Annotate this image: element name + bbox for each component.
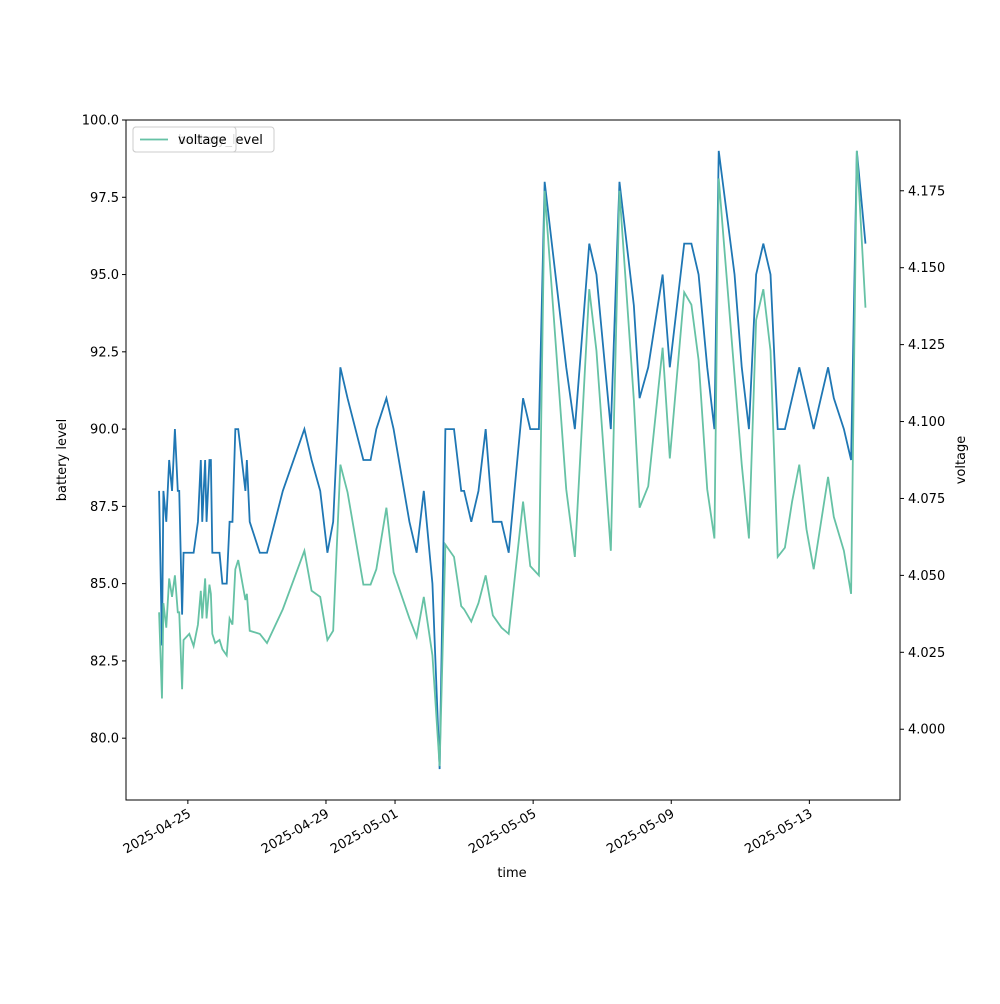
y-tick-label: 90.0 bbox=[90, 423, 119, 438]
y-tick-label: 85.0 bbox=[90, 577, 119, 592]
legend-box bbox=[132, 126, 237, 153]
x-tick-label: 2025-05-13 bbox=[742, 806, 815, 857]
x-tick-label: 2025-04-29 bbox=[259, 806, 332, 857]
y-tick-label: 92.5 bbox=[90, 345, 119, 360]
x-tick-label: 2025-05-09 bbox=[604, 806, 677, 857]
series-line bbox=[158, 150, 867, 770]
y2-tick-label: 4.075 bbox=[908, 492, 945, 507]
x-tick-label: 2025-05-01 bbox=[328, 806, 401, 857]
legend-label: voltage bbox=[178, 133, 227, 148]
x-tick-label: 2025-05-05 bbox=[466, 806, 539, 857]
y2-tick-label: 4.150 bbox=[908, 261, 945, 276]
y2-tick-label: 4.050 bbox=[908, 569, 945, 584]
y2-axis-label: voltage bbox=[954, 436, 969, 485]
y-tick-label: 100.0 bbox=[82, 114, 119, 129]
y2-tick-label: 4.100 bbox=[908, 415, 945, 430]
y-axis-label: battery level bbox=[55, 419, 70, 502]
plot-frame bbox=[125, 119, 901, 801]
x-tick-label: 2025-04-25 bbox=[121, 806, 194, 857]
y-tick-label: 97.5 bbox=[90, 191, 119, 206]
y2-tick-label: 4.000 bbox=[908, 723, 945, 738]
y-tick-label: 82.5 bbox=[90, 654, 119, 669]
x-axis-label: time bbox=[497, 866, 526, 881]
y2-tick-label: 4.125 bbox=[908, 338, 945, 353]
y-tick-label: 80.0 bbox=[90, 732, 119, 747]
y2-tick-label: 4.025 bbox=[908, 646, 945, 661]
series-line bbox=[158, 150, 867, 767]
y2-tick-label: 4.175 bbox=[908, 184, 945, 199]
y-tick-label: 95.0 bbox=[90, 268, 119, 283]
y-tick-label: 87.5 bbox=[90, 500, 119, 515]
